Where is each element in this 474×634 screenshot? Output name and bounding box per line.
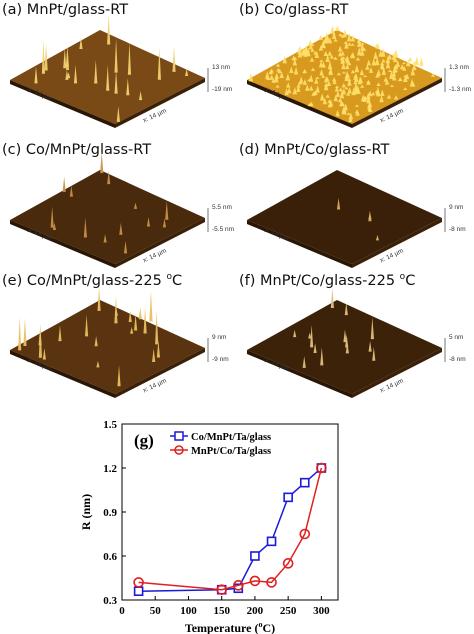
afm-panel-a: (a) MnPt/glass-RT 13 nm -19 nm x: 14 µm y: 1… — [0, 0, 237, 135]
data-point — [282, 558, 294, 569]
z-max-label: 5.5 nm — [212, 204, 232, 211]
afm-surface-c — [10, 152, 209, 268]
data-point — [233, 580, 244, 591]
panel-title: (a) MnPt/glass-RT — [2, 2, 129, 18]
z-max-label: 9 nm — [449, 204, 464, 211]
y-tick-label: 0.9 — [103, 507, 117, 519]
panel-title: (e) Co/MnPt/glass-225 oC — [2, 272, 183, 289]
afm-surface-e — [10, 287, 209, 398]
afm-surface-b — [247, 25, 446, 128]
x-tick-label: 100 — [180, 605, 197, 617]
afm-surface-d — [247, 170, 446, 268]
data-point — [133, 586, 144, 596]
afm-surface-a — [10, 14, 209, 128]
data-point — [299, 477, 310, 488]
data-point — [250, 551, 260, 561]
x-axis-title: Temperature (oC) — [185, 620, 275, 634]
y-tick-label: 0.3 — [103, 595, 117, 607]
temperature-roughness-chart: 0 50 100 150 200 250 300 0.3 0.6 0.9 1.2 1.5 R (nm) T… — [79, 419, 339, 634]
data-point — [299, 528, 311, 540]
legend-marker — [174, 445, 184, 455]
chart-panel-label: (g) — [134, 431, 154, 450]
panel-title: (c) Co/MnPt/glass-RT — [2, 142, 152, 158]
z-max-label: 5 nm — [449, 334, 464, 341]
z-min-label: -5.5 nm — [212, 226, 235, 233]
afm-panel-b: (b) Co/glass-RT 1.3 nm -1.3 nm x: 14 µm y: 1… — [237, 0, 474, 135]
x-tick-label: 0 — [119, 605, 125, 617]
data-point — [283, 492, 293, 503]
x-tick-label: 50 — [150, 605, 162, 617]
legend-label: Co/MnPt/Ta/glass — [191, 432, 271, 443]
x-tick-label: 200 — [247, 605, 264, 617]
data-point — [133, 577, 144, 588]
z-max-label: 9 nm — [212, 334, 227, 341]
x-tick-label: 250 — [280, 605, 297, 617]
z-min-label: -8 nm — [449, 226, 466, 233]
afm-panel-f: (f) MnPt/Co/glass-225 oC 5 nm -8 nm x: 14 µ… — [237, 270, 474, 405]
y-tick-label: 1.5 — [103, 419, 117, 431]
y-tick-label: 1.2 — [103, 463, 117, 475]
z-max-label: 1.3 nm — [449, 64, 469, 71]
data-point — [266, 536, 277, 547]
panel-title: (f) MnPt/Co/glass-225 oC — [239, 272, 416, 289]
legend-marker — [174, 431, 184, 441]
legend-label: MnPt/Co/Ta/glass — [191, 446, 271, 457]
y-axis-title: R (nm) — [79, 494, 93, 530]
data-point — [316, 462, 327, 474]
data-point — [266, 577, 277, 588]
data-point — [249, 575, 261, 587]
z-max-label: 13 nm — [212, 64, 231, 71]
afm-panel-d: (d) MnPt/Co/glass-RT 9 nm -8 nm x: 14 µm y: … — [237, 140, 474, 275]
afm-surface-f — [247, 287, 446, 398]
series-line-0 — [138, 467, 322, 592]
panel-title: (b) Co/glass-RT — [239, 2, 349, 18]
z-min-label: -9 nm — [212, 356, 229, 363]
series-line-1 — [138, 467, 323, 591]
z-min-label: -1.3 nm — [449, 86, 472, 93]
x-tick-label: 150 — [213, 605, 230, 617]
afm-panel-e: (e) Co/MnPt/glass-225 oC 9 nm -9 nm x: 14 µ… — [0, 270, 237, 405]
x-tick-label: 300 — [313, 605, 330, 617]
z-min-label: -8 nm — [449, 356, 466, 363]
data-point — [216, 584, 227, 596]
afm-panel-c: (c) Co/MnPt/glass-RT 5.5 nm -5.5 nm x: 14 µ… — [0, 140, 237, 275]
z-min-label: -19 nm — [212, 86, 233, 93]
panel-title: (d) MnPt/Co/glass-RT — [239, 142, 390, 158]
y-tick-label: 0.6 — [103, 551, 117, 563]
